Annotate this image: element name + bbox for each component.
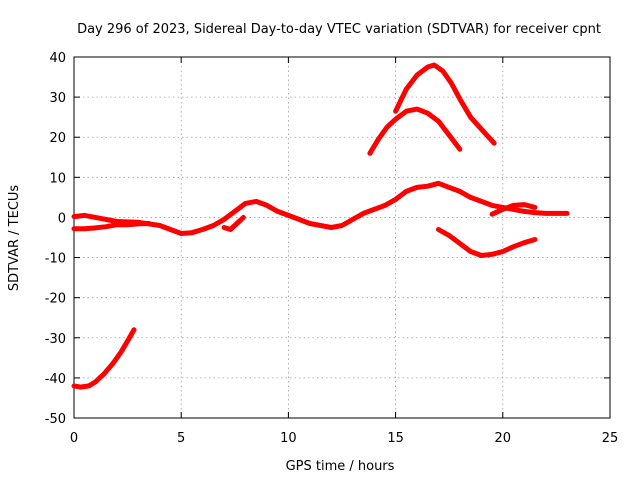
- x-tick-label: 15: [387, 431, 404, 446]
- y-tick-label: 20: [49, 131, 66, 146]
- series-arc-peak-mid: [367, 106, 463, 156]
- y-tick-labels: -50 -40 -30 -20 -10 0 10 20 30 40: [45, 51, 66, 427]
- series-arc-peak-high: [393, 62, 497, 146]
- series-group: [71, 62, 570, 390]
- y-tick-label: 0: [58, 211, 66, 226]
- axis-ticks: [73, 56, 611, 419]
- y-tick-label: -20: [45, 292, 66, 307]
- x-tick-label: 0: [70, 431, 78, 446]
- y-tick-label: 30: [49, 91, 66, 106]
- x-tick-label: 20: [495, 431, 512, 446]
- x-tick-label: 5: [177, 431, 185, 446]
- series-arc-early-offset: [71, 221, 152, 232]
- x-tick-labels: 0 5 10 15 20 25: [70, 431, 618, 446]
- grid: [74, 57, 610, 418]
- y-tick-label: 40: [49, 51, 66, 66]
- x-tick-label: 10: [280, 431, 297, 446]
- series-arc-late-low: [436, 227, 538, 258]
- series-arc-early-low: [71, 327, 137, 390]
- y-tick-label: 10: [49, 171, 66, 186]
- series-arc-main: [71, 180, 570, 236]
- chart-title: Day 296 of 2023, Sidereal Day-to-day VTE…: [77, 22, 601, 37]
- y-tick-label: -10: [45, 252, 66, 267]
- series-arc-late-offset: [489, 202, 538, 217]
- plot-frame: [73, 56, 611, 419]
- x-axis-label: GPS time / hours: [286, 459, 395, 474]
- series-arc-mid-dip: [221, 214, 246, 232]
- x-tick-label: 25: [602, 431, 619, 446]
- y-tick-label: -50: [45, 412, 66, 427]
- y-axis-label: SDTVAR / TECUs: [7, 185, 22, 292]
- y-tick-label: -40: [45, 372, 66, 387]
- y-tick-label: -30: [45, 332, 66, 347]
